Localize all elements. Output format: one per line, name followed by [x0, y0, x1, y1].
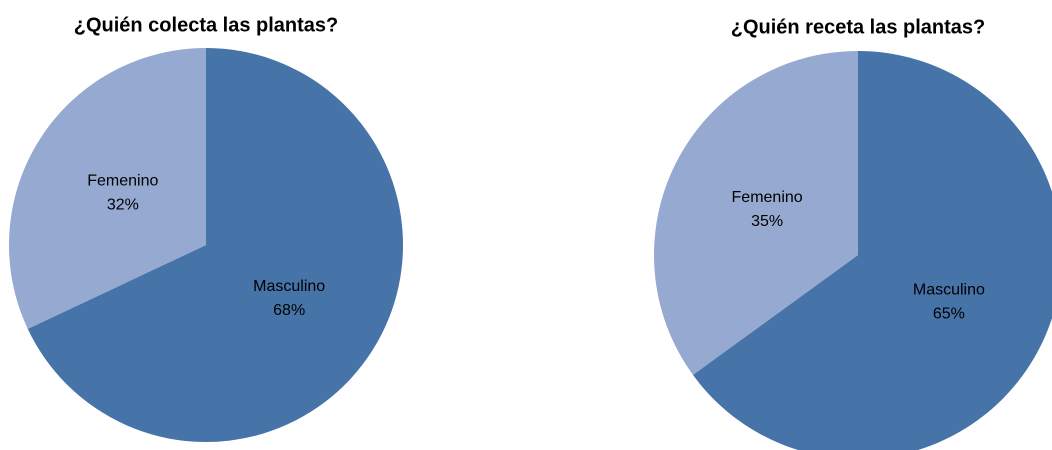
slice-value-label: 68%: [273, 302, 305, 319]
slice-value-label: 65%: [933, 306, 965, 323]
slice-category-label: Masculino: [913, 282, 985, 299]
slice-category-label: Femenino: [732, 189, 803, 206]
pie-slice: [692, 51, 1052, 450]
slice-category-label: Masculino: [253, 278, 325, 295]
slice-value-label: 35%: [751, 213, 783, 230]
pie-slice: [9, 48, 206, 329]
slice-category-label: Femenino: [87, 172, 158, 189]
pie-slice: [653, 51, 858, 375]
chart-title: ¿Quién receta las plantas?: [731, 16, 986, 38]
pie-slice: [27, 48, 403, 443]
slice-value-label: 32%: [107, 196, 139, 213]
chart-title: ¿Quién colecta las plantas?: [74, 14, 339, 36]
